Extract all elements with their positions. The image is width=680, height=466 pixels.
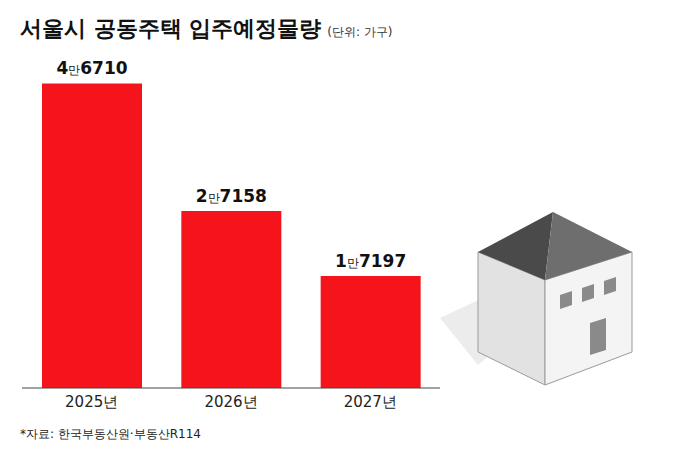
html-text:*자료: 한국부동산원·부동산R114: *자료: 한국부동산원·부동산R114 — [20, 427, 201, 441]
svg-text:2026년: 2026년 — [204, 393, 257, 411]
svg-text:2025년: 2025년 — [65, 393, 118, 411]
html-text:서울시 공동주택 입주예정물량 (단위: 가구): 서울시 공동주택 입주예정물량 (단위: 가구) — [20, 16, 393, 41]
svg-text:4만6710: 4만6710 — [56, 58, 127, 78]
svg-text:2027년: 2027년 — [344, 393, 397, 411]
svg-text:2만7158: 2만7158 — [196, 186, 267, 206]
svg-text:1만7197: 1만7197 — [335, 251, 406, 271]
